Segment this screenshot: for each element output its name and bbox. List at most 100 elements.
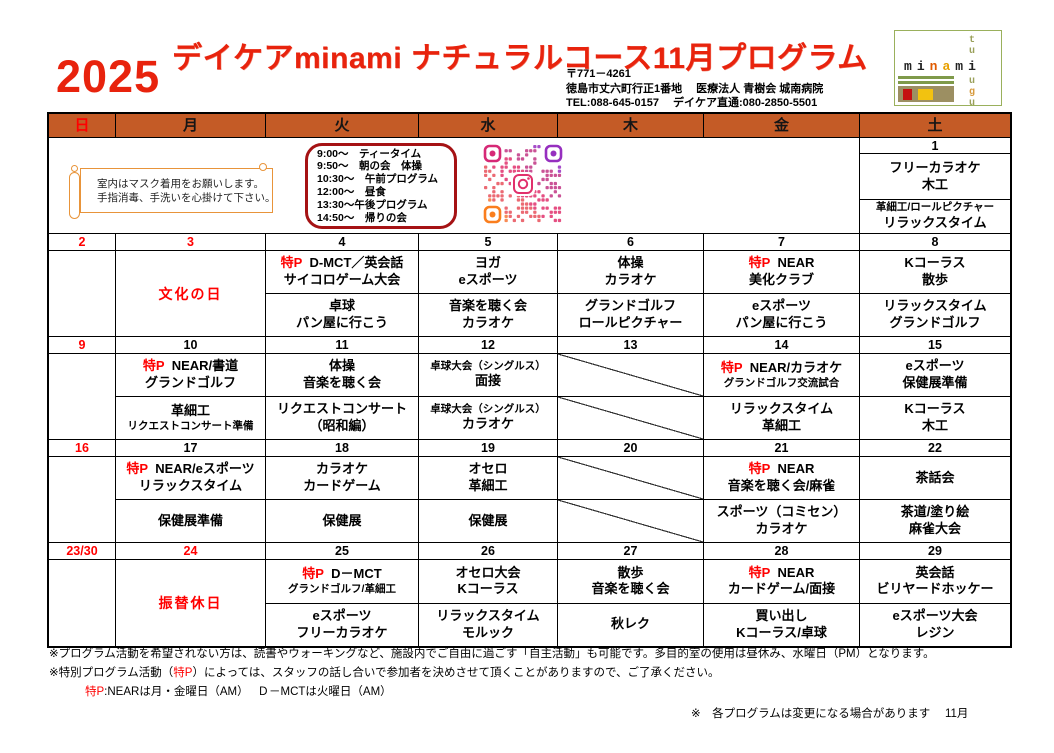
day-12-am: 卓球大会（シングルス） 面接 (419, 354, 557, 396)
program-entry: カラオケ (461, 416, 514, 432)
date-6: 6 (558, 234, 704, 251)
day-1-pm: 革細工/ロールピクチャー リラックスタイム (860, 199, 1010, 233)
logo-house-wall (898, 86, 954, 102)
day-14-am: 特P NEAR/カラオケ グランドゴルフ交流試合 (704, 354, 859, 396)
program-entry: eスポーツ (752, 298, 811, 314)
program-entry: 保健展準備 (157, 512, 223, 528)
program-entry: 特P NEAR/書道 (142, 358, 239, 374)
november-calendar-table: 日月火水木金土 1 室内はマスク着用をお願いします。 手指消毒、手洗いを心掛けて下さい… (47, 112, 1012, 648)
logo-letter: m (955, 59, 969, 74)
date-16: 16 (49, 440, 116, 457)
special-program-marker: 特P (142, 358, 165, 374)
day-15-am: eスポーツ 保健展準備 (860, 354, 1010, 396)
footnotes: ※プログラム活動を希望されない方は、読書やウォーキングなど、施設内でご自由に過ご… (49, 645, 1034, 724)
program-entry: グランドゴルフ/革細工 (288, 582, 396, 595)
program-entry: 音楽を聴く会 (448, 298, 527, 314)
mask-notice-banner: 室内はマスク着用をお願いします。 手指消毒、手洗いを心掛けて下さい。 (69, 163, 276, 219)
instagram-qr-block: DAYCARE_MINAMI (477, 142, 569, 233)
logo-letter: u (969, 98, 976, 109)
week1-info-cell: 室内はマスク着用をお願いします。 手指消毒、手洗いを心掛けて下さい。 9:00～ … (49, 138, 860, 234)
day-6-am: 体操 カラオケ (558, 251, 703, 293)
day-7-am: 特P NEAR 美化クラブ (704, 251, 859, 293)
footnote-text: ※特別プログラム活動（ (49, 667, 174, 679)
logo-letter: u (969, 46, 976, 57)
program-entry: サイコロゲーム大会 (283, 272, 401, 287)
day-5-pm: 音楽を聴く会 カラオケ (419, 293, 557, 336)
date-19: 19 (419, 440, 558, 457)
day-27-pm: 秋レク (558, 602, 703, 647)
schedule-line: 14:50～ 帰りの会 (317, 211, 407, 224)
crossed-am-cell (558, 457, 703, 499)
instagram-handle: DAYCARE_MINAMI (477, 232, 569, 233)
logo-house-window (918, 89, 933, 100)
date-27: 27 (558, 543, 704, 560)
holiday-cell: 振替休日 (116, 560, 265, 646)
program-entry: レジン (915, 624, 955, 640)
program-entry: カードゲーム/面接 (727, 581, 836, 597)
schedule-line: 12:00～ 昼食 (317, 186, 386, 198)
day-19-pm: 保健展 (419, 499, 557, 542)
special-program-marker: 特P (748, 255, 771, 271)
day-28: 特P NEAR カードゲーム/面接 買い出し Kコーラス/卓球 (704, 560, 860, 646)
day-1-am: フリーカラオケ 木工 (860, 154, 1010, 199)
notice-line: 手指消毒、手洗いを心掛けて下さい。 (97, 191, 276, 204)
weekday-header-水: 水 (419, 114, 558, 138)
date-9: 9 (49, 337, 116, 354)
logo-letter: u (969, 76, 976, 87)
program-entry: 卓球大会（シングルス） (430, 402, 546, 415)
day-19-am: オセロ 革細工 (419, 457, 557, 499)
program-entry: eスポーツ (312, 608, 372, 624)
logo-letter: a (942, 59, 956, 74)
day-15: eスポーツ 保健展準備 Kコーラス 木工 (860, 354, 1010, 440)
logo-house-icon (898, 76, 954, 102)
program-entry: 音楽を聴く会 (302, 375, 381, 390)
program-entry: カードゲーム (303, 478, 381, 493)
footnote-text: :NEARは月・金曜日（AM） Ｄ－MCTは火曜日（AM） (104, 686, 392, 698)
weekday-header-金: 金 (704, 114, 860, 138)
program-entry: 革細工 (170, 402, 210, 418)
day-25-pm: eスポーツ フリーカラオケ (266, 602, 418, 647)
day-14: 特P NEAR/カラオケ グランドゴルフ交流試合 リラックスタイム 革細工 (704, 354, 860, 440)
program-entry: ビリヤードホッケー (876, 581, 994, 597)
program-entry: オセロ大会 (455, 564, 521, 580)
day-5: ヨガ eスポーツ 音楽を聴く会 カラオケ (419, 251, 558, 337)
program-entry: グランドゴルフ (144, 375, 236, 390)
date-26: 26 (419, 543, 558, 560)
logo-letter: i (916, 59, 930, 74)
day-14-pm: リラックスタイム 革細工 (704, 396, 859, 439)
logo-wordmark: minami (904, 59, 981, 74)
program-entry: 特P D－MCT (302, 566, 382, 582)
program-entry: グランドゴルフ (584, 298, 676, 314)
program-entry: 木工 (921, 176, 948, 192)
day-27-am: 散歩 音楽を聴く会 (558, 560, 703, 603)
program-entry: 茶話会 (915, 469, 955, 485)
program-entry: カラオケ (755, 521, 808, 536)
day-28-pm: 買い出し Kコーラス/卓球 (704, 602, 859, 647)
special-program-marker: 特P (748, 564, 771, 580)
program-entry: 秋レク (610, 616, 650, 632)
day-24-holiday: 振替休日 (116, 560, 266, 646)
day-28-am: 特P NEAR カードゲーム/面接 (704, 560, 859, 603)
day-18-am: カラオケ カードゲーム (266, 457, 418, 499)
program-entry: Kコーラス/卓球 (736, 624, 827, 640)
year-label: 2025 (56, 51, 161, 102)
special-program-marker: 特P (85, 686, 105, 698)
program-entry: 特P NEAR (748, 255, 815, 271)
program-entry: リクエストコンサート準備 (127, 419, 254, 432)
instagram-qr-code (483, 144, 563, 224)
day-27: 散歩 音楽を聴く会秋レク (558, 560, 704, 646)
program-entry: フリーカラオケ (889, 159, 981, 175)
day-17-pm: 保健展準備 (116, 499, 265, 542)
logo-letter: n (929, 59, 943, 74)
day-25: 特P D－MCT グランドゴルフ/革細工 eスポーツ フリーカラオケ (266, 560, 419, 646)
day-19: オセロ 革細工 保健展 (419, 457, 558, 543)
footnote-text: ）によっては、スタッフの話し合いで参加者を決めさせて頂くことがありますので、ご了… (192, 667, 720, 679)
logo-letter: t (969, 35, 976, 46)
postal-code: 〒771－4261 (566, 68, 631, 80)
date-28: 28 (704, 543, 860, 560)
holiday-name: 文化の日 (158, 285, 223, 302)
program-entry: Kコーラス (457, 581, 519, 597)
schedule-line: 9:00～ ティータイム (317, 147, 422, 160)
program-entry: リラックスタイム (883, 214, 987, 230)
